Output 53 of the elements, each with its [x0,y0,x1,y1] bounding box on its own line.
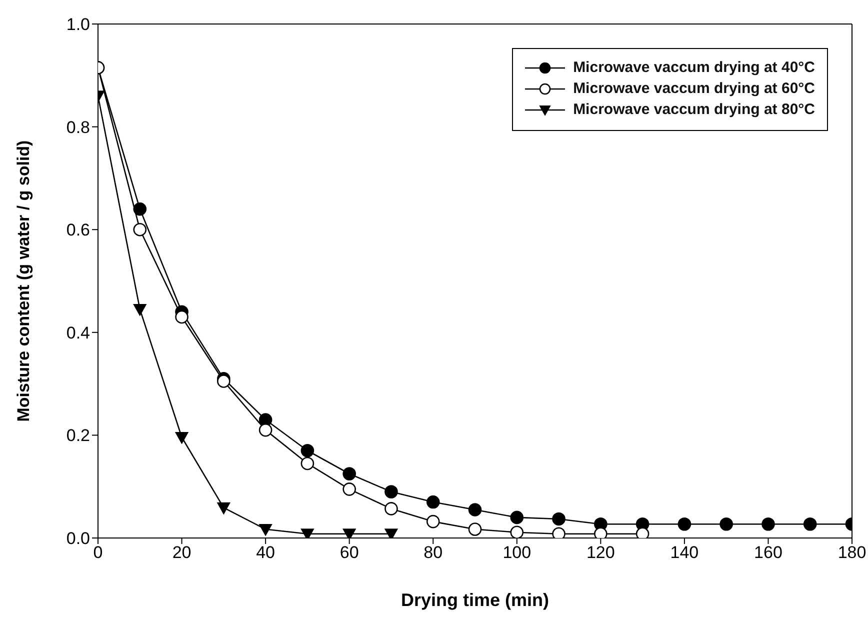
point [426,495,440,509]
point [217,502,230,514]
point [133,222,147,236]
point [175,432,188,444]
point [342,528,356,538]
y-tick-label: 1.0 [66,15,90,34]
point [384,502,398,516]
x-tick-label: 80 [424,543,443,562]
point [720,517,733,531]
point [300,456,314,470]
point [258,423,272,437]
point [217,374,230,388]
point [342,467,356,480]
y-tick-label: 0.0 [66,529,90,548]
point [552,527,566,538]
x-tick-label: 160 [754,543,782,562]
point [510,526,524,538]
point [636,527,650,538]
y-tick-label: 0.8 [66,118,90,137]
x-tick-label: 40 [256,543,276,562]
y-tick-label: 0.4 [66,323,90,342]
x-tick-label: 140 [670,543,699,562]
point [510,510,524,524]
x-tick-label: 180 [838,543,866,562]
legend-label: Microwave vaccum drying at 40°C [573,59,815,76]
point [175,310,188,324]
x-tick-label: 60 [340,543,359,562]
legend-label: Microwave vaccum drying at 80°C [573,101,815,118]
x-axis-title: Drying time (min) [400,590,550,610]
point [133,202,147,216]
point [468,522,482,536]
x-tick-label: 100 [502,543,532,562]
point [426,514,440,528]
point [133,304,146,316]
y-tick-label: 0.6 [66,220,90,240]
point [300,444,314,458]
point [552,512,566,526]
point [384,485,398,498]
point [762,517,775,531]
x-tick-label: 0 [93,543,103,562]
point [468,503,482,516]
point [678,517,692,531]
y-tick-label: 0.2 [66,426,90,446]
point [342,482,356,496]
point [803,517,817,531]
point [594,527,608,538]
y-axis-title: Moisture content (g water / g solid) [14,140,34,422]
x-tick-label: 120 [586,543,615,562]
point [384,528,398,538]
point [259,524,272,536]
legend-label: Microwave vaccum drying at 60°C [573,80,815,97]
x-tick-label: 20 [172,543,192,562]
point [300,528,314,538]
